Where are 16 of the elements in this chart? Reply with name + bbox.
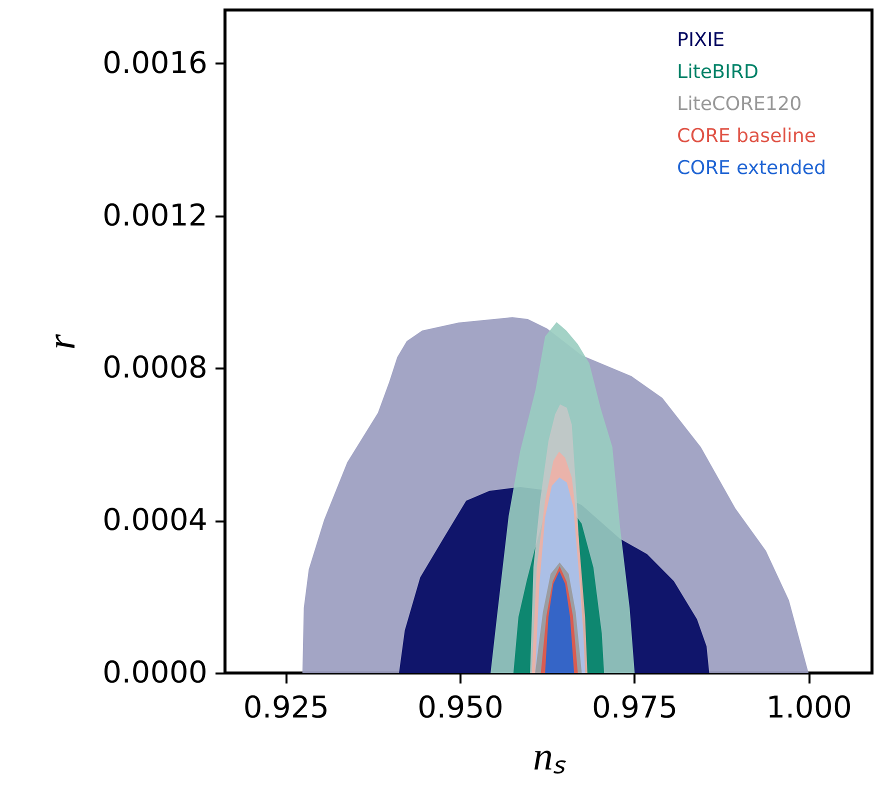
y-axis-title: r	[38, 334, 84, 350]
x-tick-label: 0.975	[592, 690, 678, 726]
text: LiteCORE120	[677, 93, 802, 115]
x-tick-label: 0.950	[418, 690, 504, 726]
text: PIXIE	[677, 29, 725, 51]
text: CORE extended	[677, 157, 826, 179]
x-axis-title: nₛ	[533, 734, 567, 778]
text: CORE baseline	[677, 125, 816, 147]
x-tick-label: 1.000	[766, 690, 852, 726]
y-tick-label: 0.0004	[102, 503, 208, 538]
y-tick-label: 0.0012	[102, 198, 208, 234]
x-tick-label: 0.925	[243, 690, 330, 726]
y-tick-label: 0.0008	[102, 350, 208, 386]
y-tick-label: 0.0016	[102, 46, 208, 81]
y-tick-label: 0.0000	[102, 656, 208, 690]
text: LiteBIRD	[677, 61, 758, 83]
